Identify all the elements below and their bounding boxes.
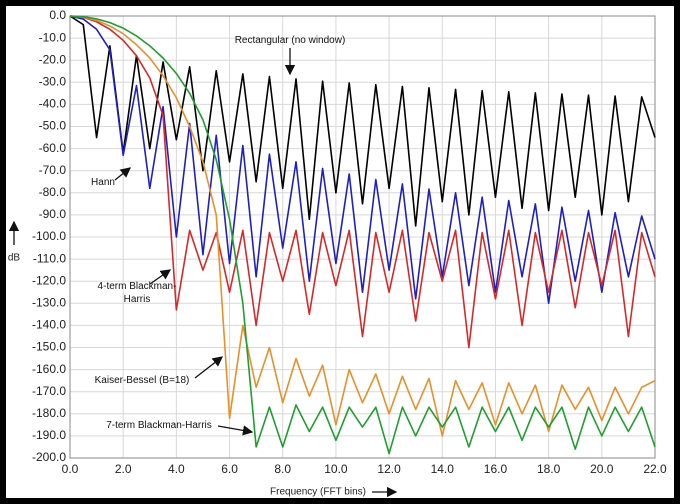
x-tick-label: 16.0 [484,462,508,476]
arrow [149,269,172,285]
y-tick-label: -50.0 [39,119,67,133]
y-tick-label: -90.0 [39,207,67,221]
series-annotation: Kaiser-Bessel (B=18) [94,375,190,386]
series-line [69,15,656,455]
y-tick-label: -130.0 [32,295,66,309]
series-annotation: 4-term Blackman-Harris [97,281,177,305]
series-annotation: Hann [91,177,115,188]
series-annotation: 7-term Blackman-Harris [106,420,212,431]
arrow [194,356,224,379]
y-tick-label: -180.0 [32,406,66,420]
x-tick-label: 6.0 [221,462,238,476]
series-line [69,15,656,437]
y-tick-label: -110.0 [33,251,66,265]
x-tick-label: 14.0 [431,462,455,476]
y-tick-label: -70.0 [39,163,67,177]
y-tick-label: -20.0 [39,52,67,66]
y-axis-label: dB [8,253,21,264]
y-tick-label: -10.0 [39,30,67,44]
y-tick-label: -80.0 [39,185,67,199]
x-tick-label: 18.0 [537,462,561,476]
y-tick-label: -120.0 [32,273,66,287]
plot-border [69,15,656,459]
series-line [69,15,656,349]
x-tick-label: 10.0 [324,462,348,476]
x-tick-label: 2.0 [115,462,132,476]
x-tick-label: 12.0 [377,462,401,476]
y-tick-label: -60.0 [39,141,67,155]
y-tick-label: -160.0 [32,362,66,376]
series-annotation: Rectangular (no window) [234,35,346,46]
x-axis-label: Frequency (FFT bins) [270,487,366,498]
y-tick-label: -150.0 [32,340,66,354]
y-tick-label: -30.0 [39,74,67,88]
y-tick-label: -100.0 [32,229,66,243]
y-tick-label: -40.0 [39,97,67,111]
x-tick-label: 8.0 [274,462,291,476]
series-line [69,15,656,305]
x-tick-label: 22.0 [643,462,667,476]
x-tick-label: 0.0 [62,462,79,476]
y-tick-label: -190.0 [32,428,66,442]
y-tick-label: -170.0 [32,384,66,398]
arrow [114,167,132,181]
y-tick-label: -200.0 [32,450,66,464]
y-tick-label: 0.0 [49,8,66,22]
y-tick-label: -140.0 [32,318,66,332]
annotation-arrows [8,48,398,498]
x-tick-label: 4.0 [168,462,185,476]
x-tick-label: 20.0 [590,462,614,476]
series-line [69,15,656,227]
arrow [217,425,254,436]
